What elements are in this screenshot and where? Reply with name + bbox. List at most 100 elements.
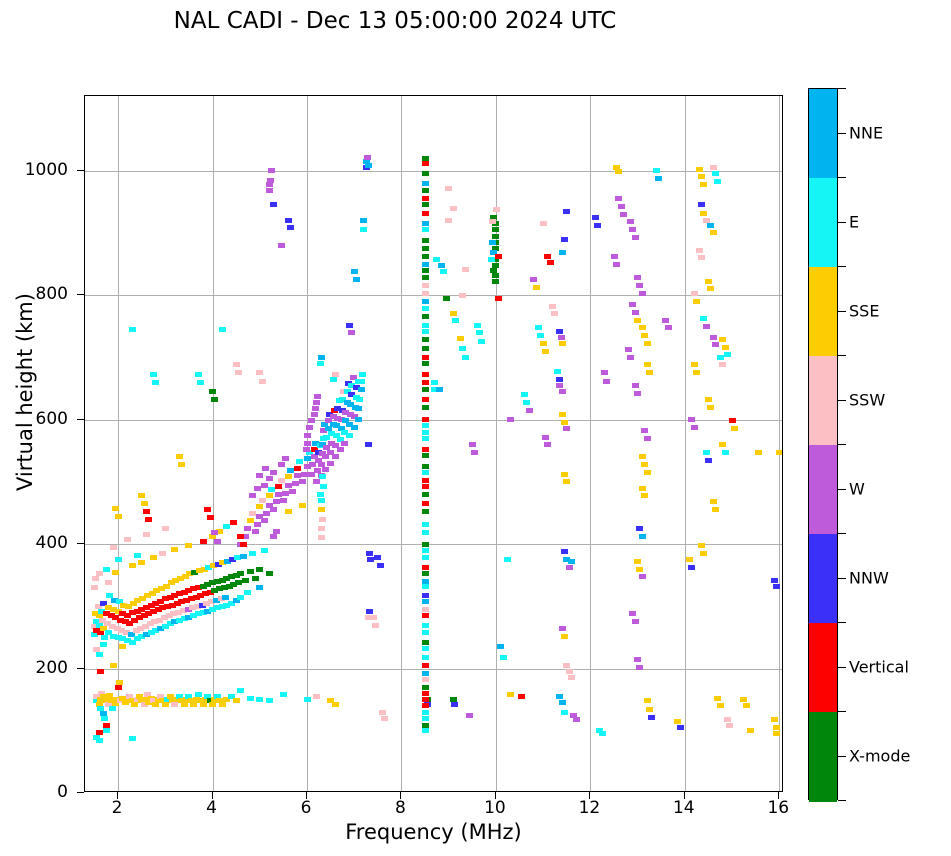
data-point	[219, 560, 227, 566]
data-point	[133, 697, 141, 703]
data-point	[318, 516, 326, 522]
data-point	[707, 286, 715, 292]
data-point	[166, 621, 174, 627]
data-point	[166, 594, 174, 600]
data-point	[643, 698, 651, 704]
data-point	[284, 509, 292, 515]
data-point	[178, 461, 186, 467]
data-point	[643, 435, 651, 441]
data-point	[227, 600, 235, 606]
data-point	[723, 351, 731, 357]
data-point	[282, 490, 290, 496]
data-point	[128, 698, 136, 704]
data-point	[421, 555, 429, 561]
data-point	[537, 333, 545, 339]
data-point	[256, 566, 264, 572]
data-point	[235, 580, 242, 586]
data-point	[176, 591, 183, 597]
data-point	[664, 325, 672, 330]
data-point	[327, 449, 335, 455]
data-point	[466, 712, 474, 718]
data-point	[131, 617, 139, 623]
data-point	[322, 466, 330, 472]
data-point	[93, 734, 101, 740]
colorbar-tick	[838, 666, 846, 668]
data-point	[98, 690, 105, 696]
data-point	[556, 694, 564, 699]
data-point	[142, 532, 150, 538]
data-point	[726, 723, 734, 729]
data-point	[435, 387, 443, 393]
y-axis-tick-label: 1000	[24, 159, 68, 180]
data-point	[105, 605, 113, 610]
data-point	[421, 697, 429, 703]
data-point	[643, 362, 651, 368]
data-point	[256, 585, 264, 591]
data-point	[421, 283, 429, 289]
data-point	[317, 507, 325, 513]
data-point	[128, 735, 136, 741]
data-point	[213, 538, 221, 544]
data-point	[697, 202, 705, 208]
data-point	[478, 339, 486, 345]
data-point	[91, 611, 99, 617]
data-point	[256, 513, 264, 519]
data-point	[350, 424, 358, 430]
data-point	[138, 698, 146, 704]
data-point	[258, 498, 266, 503]
data-point	[421, 509, 429, 515]
data-point	[356, 397, 364, 403]
data-point	[721, 344, 729, 350]
data-point	[704, 279, 712, 284]
x-axis-tick	[117, 792, 119, 799]
data-point	[494, 254, 502, 260]
data-point	[342, 409, 350, 415]
data-point	[94, 603, 102, 609]
data-point	[190, 586, 198, 592]
data-point	[127, 631, 135, 637]
data-point	[492, 262, 500, 268]
data-point	[336, 437, 344, 442]
data-point	[365, 608, 373, 614]
data-point	[116, 617, 124, 623]
data-point	[641, 428, 649, 434]
data-point	[121, 700, 129, 706]
data-point	[95, 701, 103, 707]
data-point	[558, 412, 566, 418]
data-point	[346, 432, 353, 438]
data-point	[355, 405, 363, 411]
colorbar-boundary-tick	[838, 533, 846, 535]
data-point	[360, 218, 368, 223]
data-point	[494, 295, 502, 301]
data-point	[242, 534, 250, 540]
colorbar-tick-label: NNE	[849, 123, 884, 142]
data-point	[421, 606, 429, 612]
data-point	[109, 606, 117, 612]
data-point	[381, 715, 389, 721]
plot-area	[84, 95, 783, 792]
data-point	[153, 588, 161, 594]
data-point	[688, 417, 696, 423]
data-point	[492, 246, 500, 251]
colorbar-tick	[838, 310, 846, 312]
data-point	[593, 222, 601, 228]
data-point	[151, 619, 159, 625]
data-point	[346, 322, 353, 328]
data-point	[277, 461, 285, 467]
data-point	[176, 454, 183, 460]
y-axis-tick-label: 200	[35, 657, 68, 678]
data-point	[133, 608, 141, 614]
data-point	[168, 602, 176, 608]
colorbar-boundary-tick	[838, 177, 846, 179]
data-point	[119, 611, 127, 617]
data-point	[421, 404, 429, 410]
data-point	[560, 420, 568, 426]
data-point	[702, 323, 710, 329]
data-point	[125, 603, 132, 609]
data-point	[199, 610, 207, 615]
data-point	[161, 596, 169, 602]
data-point	[645, 706, 653, 712]
x-axis-tick	[400, 792, 402, 799]
data-point	[364, 163, 372, 169]
data-point	[369, 615, 377, 620]
